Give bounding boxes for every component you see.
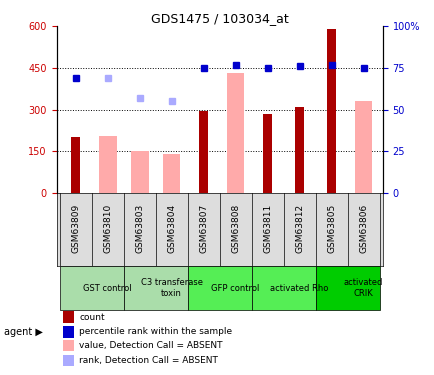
Bar — [63, 355, 74, 366]
Bar — [63, 326, 74, 338]
Text: GFP control: GFP control — [211, 284, 259, 292]
Text: activated Rho: activated Rho — [270, 284, 328, 292]
Text: GSM63810: GSM63810 — [103, 204, 112, 253]
Text: agent ▶: agent ▶ — [4, 327, 43, 337]
Bar — [295, 107, 303, 193]
Text: C3 transferase
toxin: C3 transferase toxin — [140, 278, 202, 298]
Bar — [59, 266, 123, 310]
Bar — [263, 114, 272, 193]
Text: GSM63806: GSM63806 — [358, 204, 367, 253]
Text: GSM63808: GSM63808 — [230, 204, 240, 253]
Bar — [315, 266, 379, 310]
Text: GSM63809: GSM63809 — [71, 204, 80, 253]
Bar — [131, 151, 148, 193]
Text: percentile rank within the sample: percentile rank within the sample — [79, 327, 232, 336]
Text: GSM63807: GSM63807 — [199, 204, 208, 253]
Text: count: count — [79, 313, 105, 322]
Text: GSM63803: GSM63803 — [135, 204, 144, 253]
Bar — [326, 29, 335, 193]
Text: activated
CRIK: activated CRIK — [343, 278, 382, 298]
Bar — [63, 340, 74, 351]
Bar — [99, 136, 116, 193]
Text: GSM63804: GSM63804 — [167, 204, 176, 253]
Bar — [162, 154, 180, 193]
Bar — [199, 111, 208, 193]
Bar — [63, 311, 74, 323]
Title: GDS1475 / 103034_at: GDS1475 / 103034_at — [151, 12, 288, 25]
Bar — [123, 266, 187, 310]
Bar — [354, 101, 372, 193]
Bar — [227, 74, 244, 193]
Text: rank, Detection Call = ABSENT: rank, Detection Call = ABSENT — [79, 356, 218, 365]
Text: GSM63805: GSM63805 — [326, 204, 335, 253]
Text: GSM63811: GSM63811 — [263, 204, 272, 253]
Bar — [251, 266, 315, 310]
Text: GST control: GST control — [83, 284, 132, 292]
Bar — [187, 266, 251, 310]
Text: value, Detection Call = ABSENT: value, Detection Call = ABSENT — [79, 341, 222, 350]
Bar — [71, 137, 80, 193]
Text: GSM63812: GSM63812 — [294, 204, 303, 253]
